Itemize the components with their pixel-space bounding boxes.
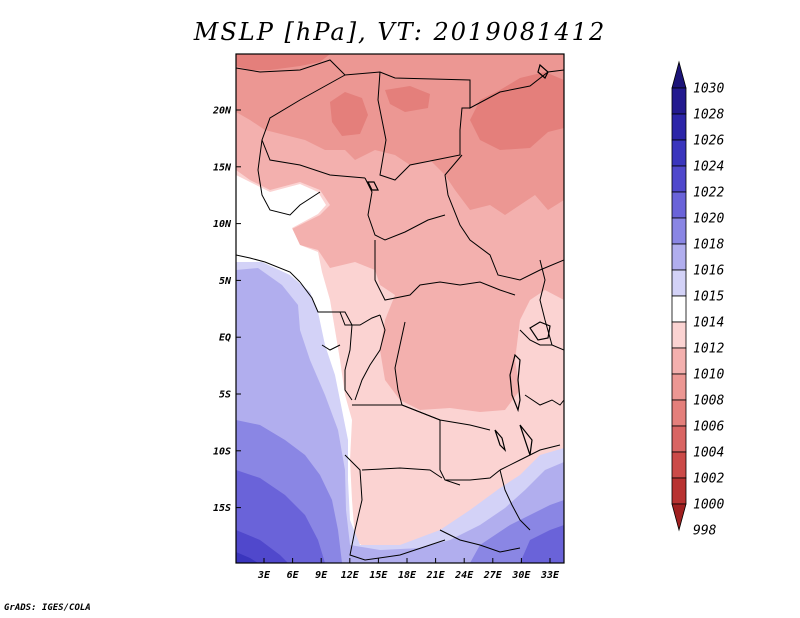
colorbar-label: 1016: [693, 264, 724, 279]
colorbar-label: 1028: [693, 108, 724, 123]
colorbar-label: 1010: [693, 368, 724, 383]
colorbar-swatch: [671, 191, 687, 219]
longitude-label: 6E: [287, 570, 300, 581]
latitude-label: 15N: [213, 162, 232, 173]
latitude-label: 10N: [213, 219, 232, 230]
map-panel: [236, 54, 564, 563]
latitude-label: 10S: [213, 446, 231, 457]
longitude-label: 27E: [483, 570, 503, 581]
lakes: [367, 63, 551, 456]
latitude-label: 20N: [212, 106, 232, 117]
colorbar-label: 1012: [693, 342, 724, 357]
longitude-label: 9E: [315, 570, 328, 581]
colorbar-label: 1000: [693, 498, 724, 513]
colorbar-swatch: [671, 269, 687, 297]
longitude-label: 24E: [454, 570, 474, 581]
colorbar-label: 1024: [693, 160, 724, 175]
colorbar-label: 1002: [693, 472, 724, 487]
longitude-label: 3E: [257, 570, 271, 581]
latitude-label: 15S: [213, 503, 231, 514]
latitude-axis: 20N 15N 10N 5N EQ 5S 10S 15S: [212, 106, 241, 514]
colorbar-label: 1022: [693, 186, 724, 201]
colorbar-swatch: [671, 295, 687, 323]
longitude-label: 15E: [369, 570, 388, 581]
colorbar-swatch: [671, 347, 687, 375]
colorbar: 1030 1028 1026 1024 1022 1020 1018 1016 1015 1014…: [671, 60, 724, 539]
pressure-field-1022: [236, 530, 288, 563]
colorbar-swatch: [671, 321, 687, 349]
longitude-label: 12E: [341, 570, 360, 581]
latitude-label: EQ: [219, 333, 231, 344]
pressure-field-1008: [236, 54, 564, 215]
colorbar-label: 1020: [693, 212, 724, 227]
pressure-field-1024: [236, 552, 258, 563]
colorbar-swatch: [671, 165, 687, 193]
map-title: MSLP [hPa], VT: 2019081412: [193, 18, 607, 46]
longitude-label: 21E: [426, 570, 446, 581]
colorbar-label: 1004: [693, 446, 724, 461]
colorbar-label: 1006: [693, 420, 724, 435]
colorbar-swatch: [671, 243, 687, 271]
colorbar-swatch: [671, 477, 687, 505]
colorbar-label: 1026: [693, 134, 724, 149]
pressure-field-1018: [236, 420, 564, 563]
longitude-axis: 3E 6E 9E 12E 15E 18E 21E 24E 27E 30E 33E: [257, 558, 560, 581]
map-frame: [235, 53, 565, 564]
latitude-label: 5N: [219, 276, 232, 287]
colorbar-label: 1030: [693, 82, 724, 97]
colorbar-label: 1015: [693, 290, 724, 305]
latitude-label: 5S: [219, 390, 231, 401]
colorbar-swatch: [671, 139, 687, 167]
colorbar-swatch: [671, 60, 687, 89]
colorbar-swatch: [671, 373, 687, 401]
colorbar-label: 1008: [693, 394, 724, 409]
colorbar-label: 1014: [693, 316, 724, 331]
colorbar-swatch: [671, 217, 687, 245]
colorbar-swatch: [671, 425, 687, 453]
longitude-label: 33E: [540, 570, 560, 581]
colorbar-swatch: [671, 399, 687, 427]
colorbar-swatch: [671, 503, 687, 532]
colorbar-label: 998: [693, 524, 717, 539]
colorbar-swatch: [671, 87, 687, 115]
colorbar-swatch: [671, 451, 687, 479]
colorbar-swatch: [671, 113, 687, 141]
colorbar-label: 1018: [693, 238, 724, 253]
country-borders: [236, 59, 564, 561]
pressure-field-1006: [236, 54, 564, 150]
grads-credit: GrADS: IGES/COLA: [4, 603, 91, 613]
longitude-label: 30E: [511, 570, 531, 581]
longitude-label: 18E: [398, 570, 417, 581]
